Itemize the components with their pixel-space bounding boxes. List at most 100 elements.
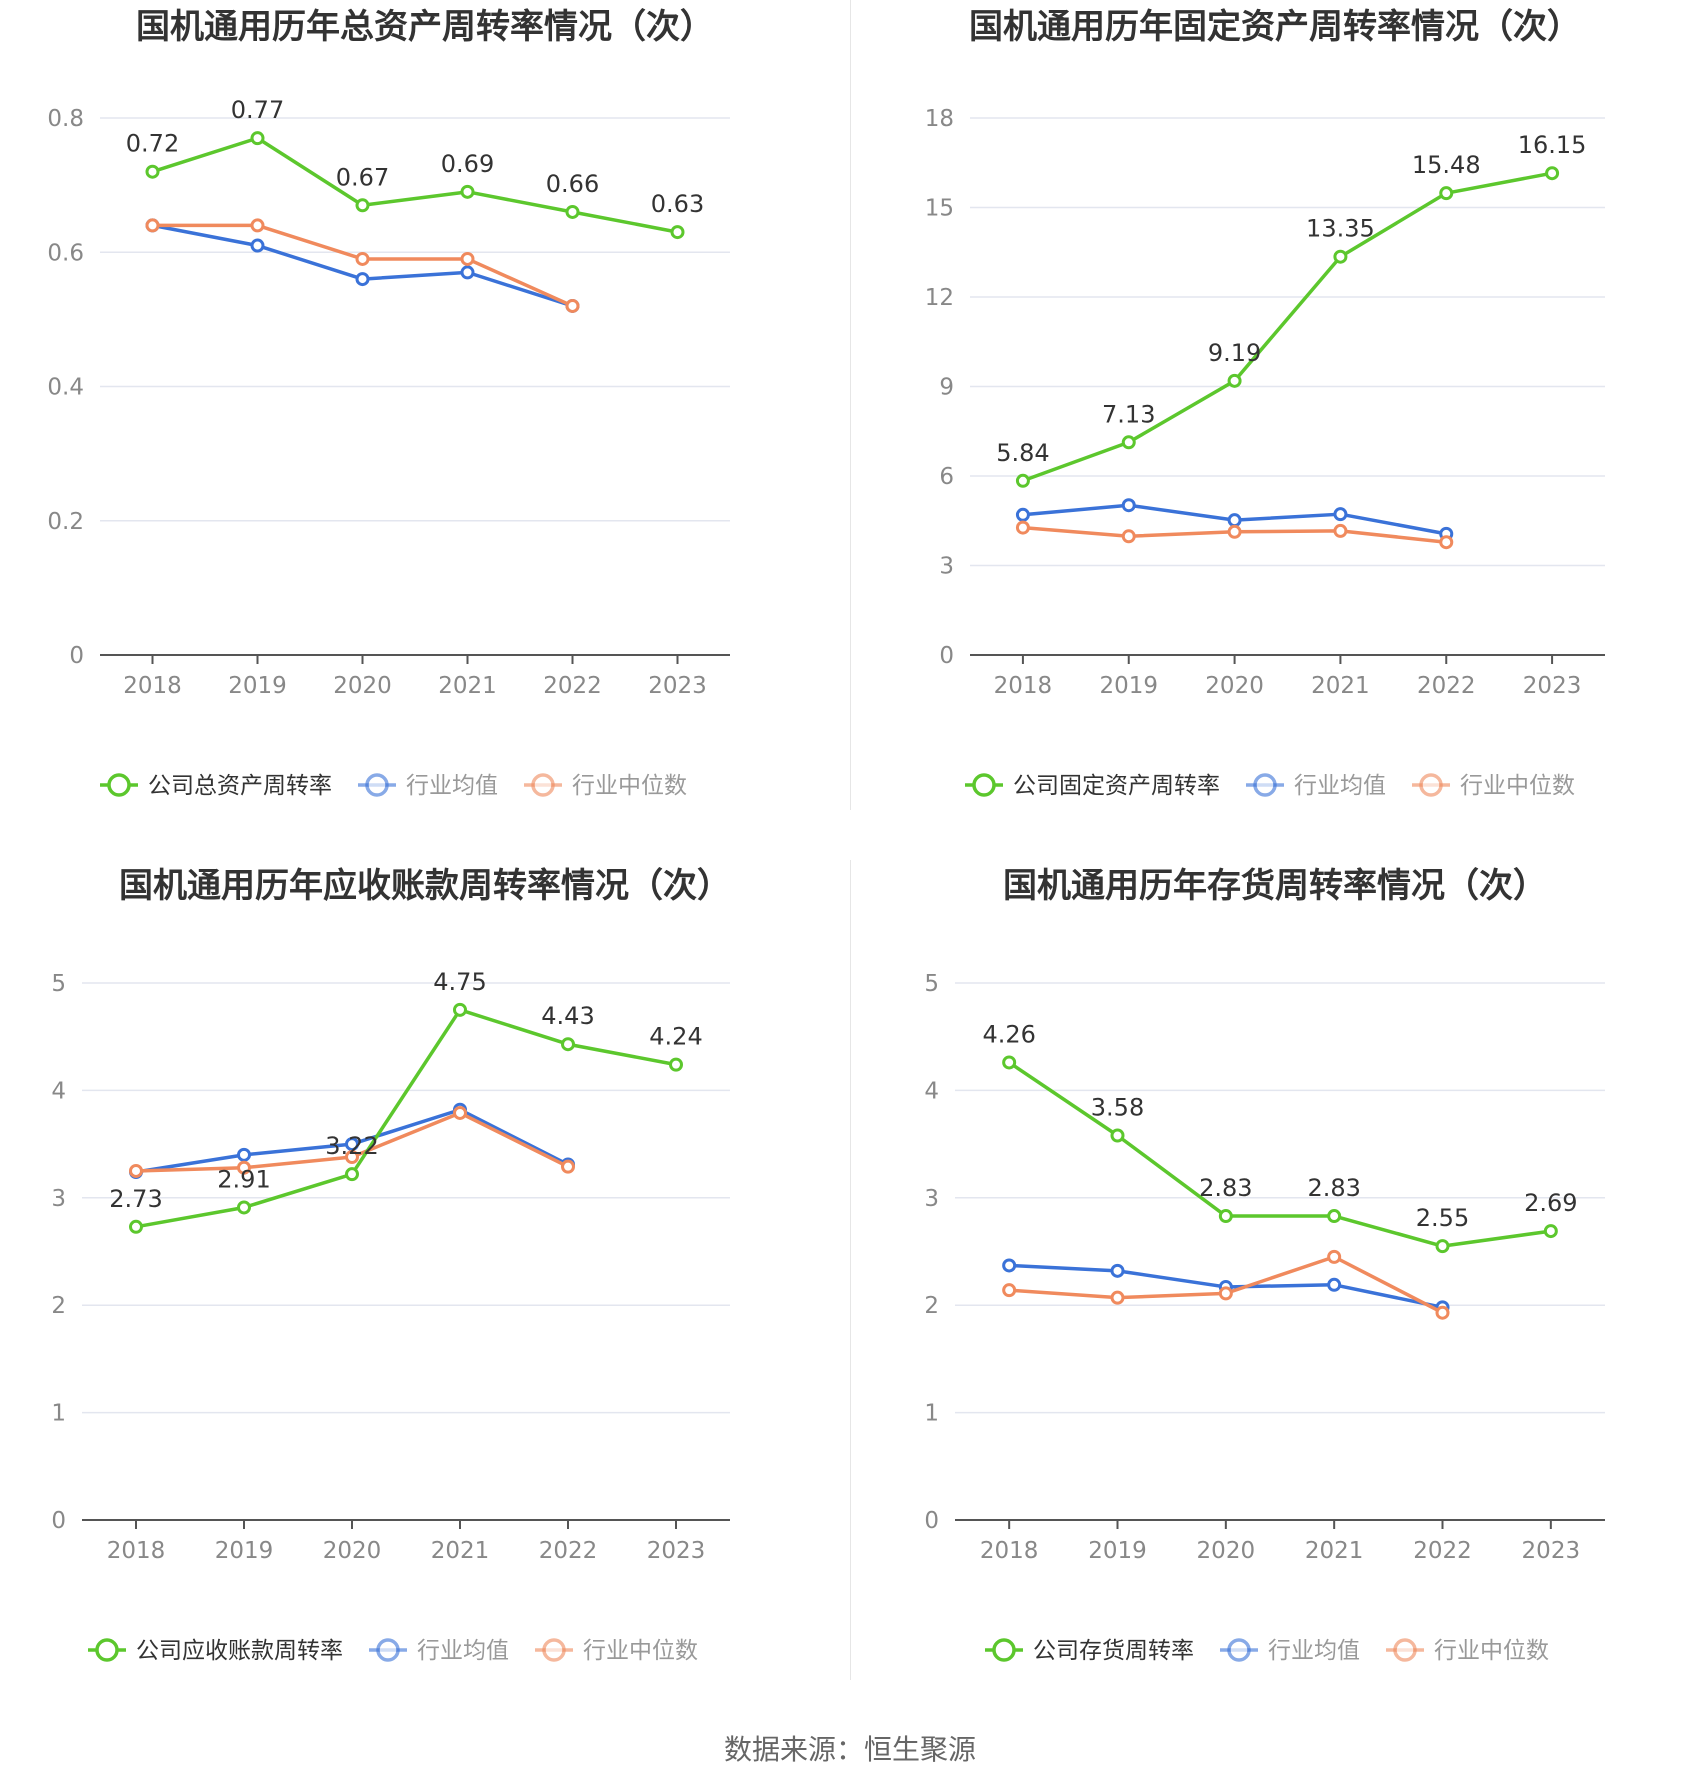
x-tick-label: 2021	[438, 673, 497, 699]
data-point-company[interactable]	[453, 1002, 467, 1017]
legend-item-avg[interactable]: 行业均值	[1220, 1638, 1360, 1664]
data-point-company[interactable]	[460, 184, 475, 199]
data-point-company[interactable]	[250, 131, 265, 146]
legend-marker	[365, 773, 389, 797]
legend-label: 公司存货周转率	[1033, 1638, 1194, 1664]
data-point-median[interactable]	[561, 1159, 575, 1174]
data-point-median[interactable]	[345, 1149, 359, 1164]
data-point-avg[interactable]	[1110, 1263, 1125, 1278]
data-point-avg[interactable]	[237, 1147, 251, 1162]
data-point-median[interactable]	[355, 251, 370, 266]
chart-panel-total-asset-turnover: 国机通用历年总资产周转率情况（次） 0 0.2 0.4 0.6 0.8 2018 2019 20…	[0, 0, 850, 870]
data-point-median[interactable]	[1002, 1283, 1017, 1298]
y-tick-label: 0	[939, 643, 954, 669]
data-point-median[interactable]	[460, 251, 475, 266]
data-point-avg[interactable]	[250, 238, 265, 253]
data-point-median[interactable]	[145, 218, 160, 233]
y-tick-label: 0.4	[47, 375, 84, 401]
legend-item-median[interactable]: 行业中位数	[535, 1638, 698, 1664]
data-point-median[interactable]	[1439, 535, 1454, 550]
data-point-median[interactable]	[1218, 1286, 1233, 1301]
legend-item-avg[interactable]: 行业均值	[369, 1638, 509, 1664]
data-label: 0.63	[651, 190, 704, 218]
legend-item-company[interactable]: 公司总资产周转率	[100, 773, 332, 799]
legend-label: 行业均值	[1268, 1638, 1360, 1664]
data-label: 2.83	[1199, 1174, 1252, 1202]
data-point-median[interactable]	[1121, 529, 1136, 544]
data-point-avg[interactable]	[1015, 507, 1030, 522]
data-point-median[interactable]	[1110, 1290, 1125, 1305]
data-point-median[interactable]	[250, 218, 265, 233]
data-point-median[interactable]	[1327, 1249, 1342, 1264]
data-point-avg[interactable]	[345, 1137, 359, 1152]
data-point-company[interactable]	[1121, 435, 1136, 450]
data-point-median[interactable]	[1435, 1305, 1450, 1320]
y-tick-label: 6	[939, 464, 954, 490]
data-label: 2.73	[109, 1185, 162, 1213]
data-point-median[interactable]	[237, 1160, 251, 1175]
legend-marker	[1393, 1638, 1417, 1662]
data-point-company[interactable]	[1435, 1239, 1450, 1254]
legend-item-company[interactable]: 公司固定资产周转率	[965, 773, 1220, 799]
series-line-company	[151, 136, 678, 234]
data-point-company[interactable]	[565, 204, 580, 219]
data-point-company[interactable]	[670, 225, 685, 240]
data-point-company[interactable]	[1218, 1209, 1233, 1224]
data-point-company[interactable]	[355, 198, 370, 213]
data-point-median[interactable]	[1333, 523, 1348, 538]
data-point-company[interactable]	[669, 1057, 683, 1072]
data-point-avg[interactable]	[460, 265, 475, 280]
data-point-company[interactable]	[345, 1167, 359, 1182]
data-point-company[interactable]	[1439, 186, 1454, 201]
legend-item-avg[interactable]: 行业均值	[1246, 773, 1386, 799]
x-tick-label: 2023	[648, 673, 707, 699]
data-point-company[interactable]	[1110, 1128, 1125, 1143]
data-point-avg[interactable]	[1121, 498, 1136, 513]
legend-item-median[interactable]: 行业中位数	[524, 773, 687, 799]
legend-item-company[interactable]: 公司应收账款周转率	[88, 1638, 343, 1664]
data-point-company[interactable]	[129, 1219, 143, 1234]
data-point-company[interactable]	[1545, 166, 1560, 181]
data-point-avg[interactable]	[1002, 1258, 1017, 1273]
y-tick-label: 2	[924, 1293, 939, 1319]
data-point-avg[interactable]	[355, 272, 370, 287]
data-point-company[interactable]	[1327, 1209, 1342, 1224]
y-tick-label: 4	[924, 1078, 939, 1104]
x-tick-label: 2018	[994, 673, 1053, 699]
legend-label: 公司固定资产周转率	[1013, 773, 1220, 799]
data-label: 2.55	[1416, 1204, 1469, 1232]
data-point-avg[interactable]	[1333, 507, 1348, 522]
data-point-company[interactable]	[1333, 249, 1348, 264]
data-point-company[interactable]	[1543, 1224, 1558, 1239]
y-tick-label: 5	[924, 971, 939, 997]
legend-item-median[interactable]: 行业中位数	[1386, 1638, 1549, 1664]
data-point-company[interactable]	[145, 164, 160, 179]
data-label: 4.43	[541, 1002, 594, 1030]
data-point-median[interactable]	[565, 298, 580, 313]
data-point-median[interactable]	[129, 1163, 143, 1178]
y-tick-label: 5	[51, 971, 66, 997]
data-point-company[interactable]	[561, 1037, 575, 1052]
legend-marker	[376, 1638, 400, 1662]
data-point-avg[interactable]	[1327, 1277, 1342, 1292]
data-label: 0.77	[231, 96, 284, 124]
x-tick-label: 2020	[333, 673, 392, 699]
legend-item-company[interactable]: 公司存货周转率	[985, 1638, 1194, 1664]
data-label: 0.69	[441, 150, 494, 178]
data-label: 5.84	[996, 439, 1049, 467]
legend-item-avg[interactable]: 行业均值	[358, 773, 498, 799]
data-label: 0.72	[126, 130, 179, 158]
x-tick-label: 2020	[323, 1538, 382, 1564]
data-point-median[interactable]	[1015, 520, 1030, 535]
data-point-avg[interactable]	[1227, 513, 1242, 528]
data-point-company[interactable]	[1002, 1055, 1017, 1070]
data-point-company[interactable]	[237, 1200, 251, 1215]
data-point-median[interactable]	[453, 1105, 467, 1120]
x-tick-label: 2020	[1197, 1538, 1256, 1564]
chart-svg: 国机通用历年总资产周转率情况（次） 0 0.2 0.4 0.6 0.8 2018 2019 20…	[47, 7, 730, 799]
legend-item-median[interactable]: 行业中位数	[1412, 773, 1575, 799]
data-point-company[interactable]	[1015, 473, 1030, 488]
data-point-company[interactable]	[1227, 373, 1242, 388]
x-tick-label: 2019	[215, 1538, 274, 1564]
data-point-median[interactable]	[1227, 524, 1242, 539]
